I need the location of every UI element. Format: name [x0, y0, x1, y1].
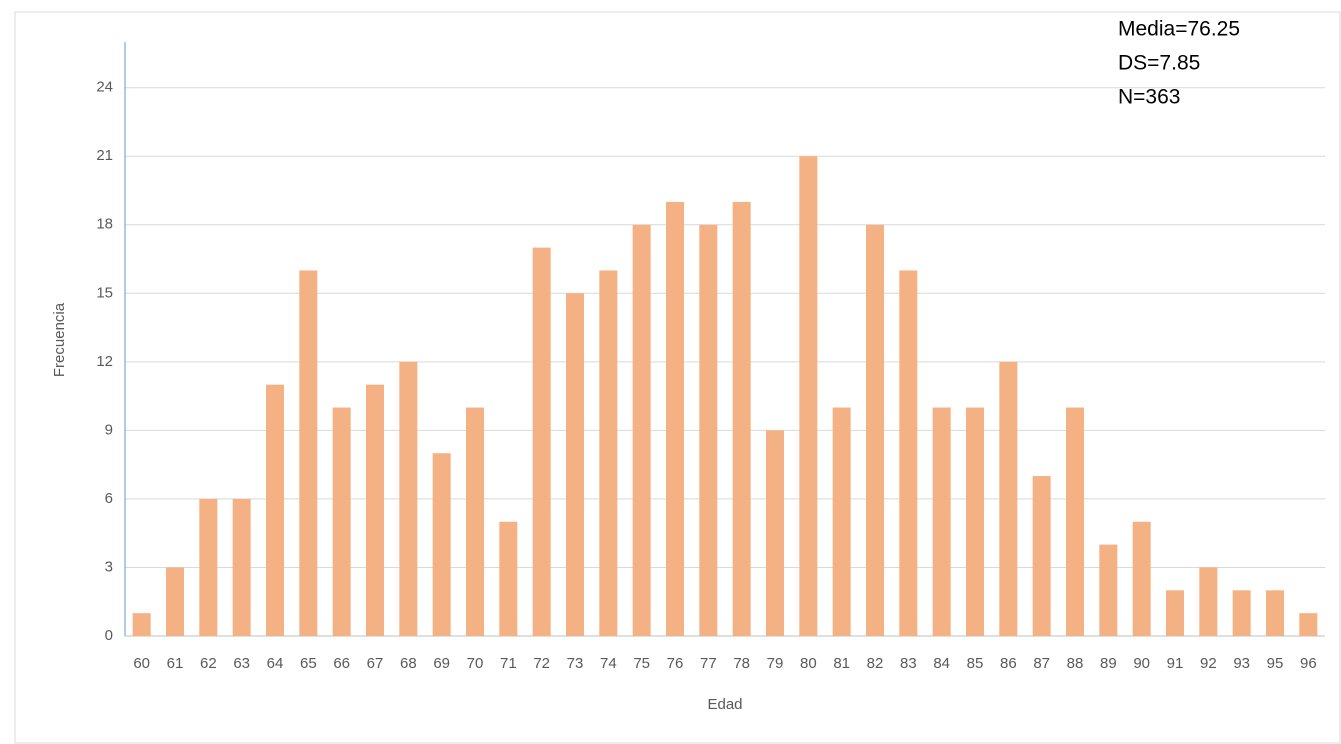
x-tick-label: 80: [800, 655, 817, 672]
x-tick-label: 89: [1100, 655, 1117, 672]
x-tick-label: 88: [1067, 655, 1084, 672]
y-tick-label: 9: [105, 421, 113, 438]
x-tick-label: 71: [500, 655, 517, 672]
bar: [566, 293, 584, 636]
x-tick-label: 65: [300, 655, 317, 672]
bar: [166, 567, 184, 636]
bar: [866, 224, 884, 636]
x-tick-label: 67: [367, 655, 384, 672]
x-tick-label: 85: [967, 655, 984, 672]
x-tick-label: 92: [1200, 655, 1217, 672]
x-tick-label: 74: [600, 655, 617, 672]
x-tick-label: 82: [867, 655, 884, 672]
x-tick-label: 75: [633, 655, 650, 672]
bar: [666, 201, 684, 636]
bar: [1299, 613, 1318, 636]
x-tick-label: 70: [467, 655, 484, 672]
x-tick-label: 83: [900, 655, 917, 672]
bar: [1166, 590, 1184, 636]
y-tick-label: 6: [105, 490, 113, 507]
bar: [732, 201, 751, 636]
x-tick-label: 77: [700, 655, 717, 672]
y-axis-label: Frecuencia: [51, 302, 68, 377]
bar: [532, 247, 551, 636]
x-tick-label: 86: [1000, 655, 1017, 672]
x-tick-label: 63: [233, 655, 250, 672]
x-tick-label: 91: [1167, 655, 1184, 672]
bar: [1099, 544, 1118, 636]
bar: [132, 613, 151, 636]
bar: [799, 156, 818, 636]
bar: [1232, 590, 1251, 636]
y-tick-label: 15: [96, 284, 113, 301]
bar: [1199, 567, 1218, 636]
bar: [1132, 521, 1151, 636]
y-tick-label: 24: [96, 79, 113, 96]
bar: [432, 453, 451, 636]
x-tick-label: 73: [567, 655, 584, 672]
bar: [899, 270, 918, 636]
x-tick-label: 84: [933, 655, 950, 672]
x-tick-label: 61: [167, 655, 184, 672]
bar: [499, 521, 518, 636]
bar: [932, 407, 951, 636]
bar: [199, 498, 218, 636]
annotation: N=363: [1118, 86, 1180, 109]
bar: [832, 407, 851, 636]
x-tick-label: 96: [1300, 655, 1317, 672]
bar: [232, 498, 251, 636]
y-tick-label: 18: [96, 216, 113, 233]
y-tick-label: 3: [105, 558, 113, 575]
x-tick-label: 60: [133, 655, 150, 672]
x-tick-label: 87: [1033, 655, 1050, 672]
x-tick-label: 78: [733, 655, 750, 672]
bar: [599, 270, 618, 636]
bar: [399, 361, 418, 636]
bar: [1266, 590, 1284, 636]
bar: [266, 384, 284, 636]
bar: [299, 270, 318, 636]
x-tick-label: 72: [533, 655, 550, 672]
x-tick-label: 81: [833, 655, 850, 672]
annotation: DS=7.85: [1118, 52, 1200, 75]
y-tick-label: 0: [105, 627, 113, 644]
bar: [966, 407, 984, 636]
x-tick-label: 90: [1133, 655, 1150, 672]
x-tick-label: 66: [333, 655, 350, 672]
x-axis-label: Edad: [707, 696, 742, 713]
bar: [632, 224, 651, 636]
bar: [766, 430, 784, 636]
bar: [332, 407, 351, 636]
x-tick-label: 95: [1267, 655, 1284, 672]
bar: [466, 407, 484, 636]
chart-frame: [14, 11, 1341, 744]
x-tick-label: 93: [1233, 655, 1250, 672]
x-tick-label: 62: [200, 655, 217, 672]
y-tick-label: 21: [96, 147, 113, 164]
bar: [1066, 407, 1084, 636]
bar: [999, 361, 1018, 636]
y-tick-label: 12: [96, 353, 113, 370]
bar: [366, 384, 384, 636]
bar: [699, 224, 718, 636]
annotation: Media=76.25: [1118, 18, 1240, 41]
bar: [1032, 476, 1051, 636]
x-tick-label: 68: [400, 655, 417, 672]
x-tick-label: 79: [767, 655, 784, 672]
x-tick-label: 69: [433, 655, 450, 672]
x-tick-label: 64: [267, 655, 284, 672]
x-tick-label: 76: [667, 655, 684, 672]
